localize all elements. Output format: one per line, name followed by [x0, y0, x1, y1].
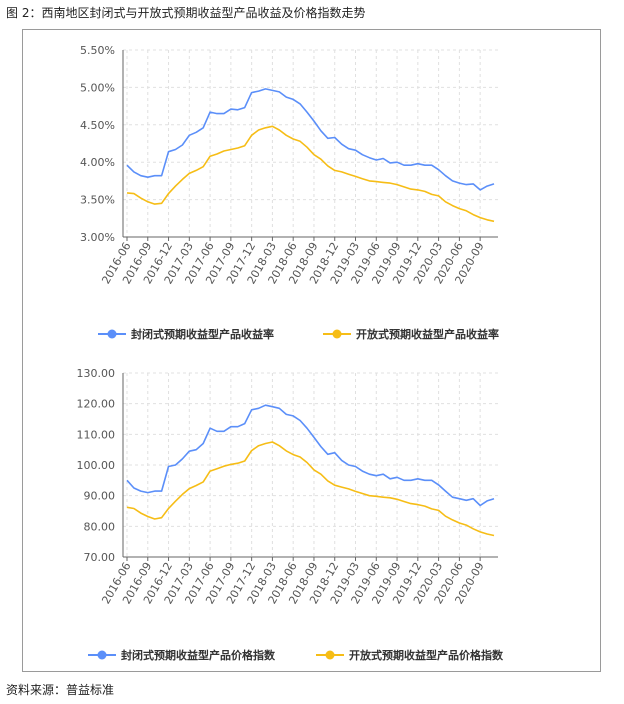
y-tick-label: 4.50%: [80, 119, 115, 132]
series-line-closed: [126, 88, 495, 191]
series-line-closed: [126, 404, 495, 507]
y-tick-label: 110.00: [77, 428, 116, 441]
y-tick-label: 100.00: [77, 459, 116, 472]
y-tick-label: 90.00: [84, 490, 116, 503]
legend-swatch-dot: [107, 329, 117, 339]
source-note: 资料来源：普益标准: [6, 683, 115, 697]
legend-label: 封闭式预期收益型产品价格指数: [121, 648, 276, 662]
y-tick-label: 5.50%: [80, 44, 115, 57]
y-tick-label: 3.50%: [80, 194, 115, 207]
series-line-open: [126, 441, 495, 537]
y-tick-label: 70.00: [84, 551, 116, 564]
legend-swatch-dot: [332, 329, 342, 339]
legend-label: 开放式预期收益型产品价格指数: [349, 648, 504, 662]
y-tick-label: 4.00%: [80, 156, 115, 169]
figure-title: 图 2：西南地区封闭式与开放式预期收益型产品收益及价格指数走势: [6, 6, 366, 20]
y-tick-label: 80.00: [84, 520, 116, 533]
chart-frame: [22, 29, 601, 672]
series-line-open: [126, 125, 495, 223]
price-index-chart: 70.0080.0090.00100.00110.00120.00130.002…: [77, 367, 504, 662]
y-tick-label: 3.00%: [80, 231, 115, 244]
legend-swatch-dot: [325, 650, 335, 660]
legend-label: 封闭式预期收益型产品收益率: [131, 327, 274, 341]
y-tick-label: 120.00: [77, 398, 116, 411]
y-tick-label: 130.00: [77, 367, 116, 380]
yield-chart: 3.00%3.50%4.00%4.50%5.00%5.50%2016-06201…: [80, 44, 499, 341]
legend-label: 开放式预期收益型产品收益率: [356, 327, 499, 341]
y-tick-label: 5.00%: [80, 81, 115, 94]
legend-swatch-dot: [97, 650, 107, 660]
